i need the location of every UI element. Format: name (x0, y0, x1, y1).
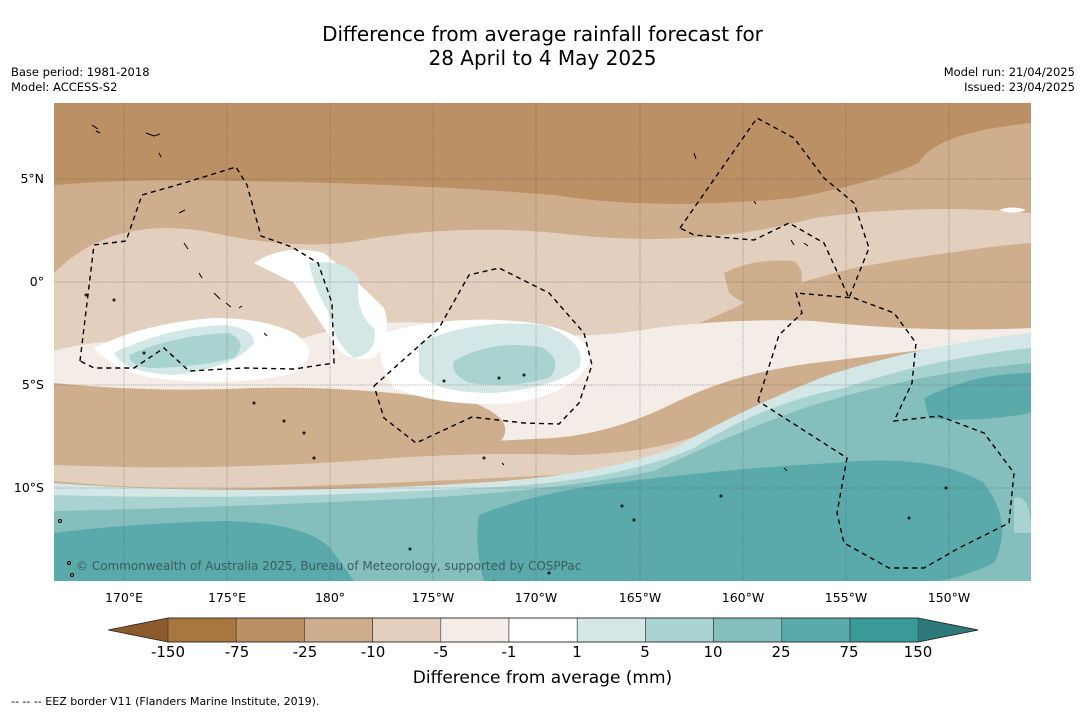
wet-patch-central (309, 262, 375, 358)
lon-label-175w: 175°W (411, 590, 455, 605)
colorbar-label: Difference from average (mm) (412, 668, 673, 688)
dry-white-spot (999, 207, 1026, 213)
rainfall-anomaly-map (54, 103, 1031, 581)
colorbar (107, 616, 979, 648)
colorbar-tick: 75 (839, 643, 859, 661)
lon-label-175e: 175°E (207, 590, 246, 605)
wet-patch-west-core (129, 333, 241, 368)
dry-band-north (54, 103, 1031, 204)
eez-kiribati-gilbert (79, 166, 335, 372)
issued-label: Issued: 23/04/2025 (964, 80, 1075, 94)
meta-left: Base period: 1981-2018 Model: ACCESS-S2 (11, 65, 150, 95)
colorbar-segment (304, 617, 373, 643)
dry-patch (724, 260, 802, 309)
wet-region-se-75-b (477, 460, 1002, 581)
model-run-label: Model run: 21/04/2025 (943, 65, 1075, 79)
colorbar-tick: 5 (640, 643, 650, 661)
lon-label-170e: 170°E (104, 590, 143, 605)
lon-label-165w: 165°W (618, 590, 662, 605)
colorbar-tick: -5 (433, 643, 449, 661)
lon-label-155w: 155°W (824, 590, 868, 605)
colorbar-segment (235, 617, 305, 643)
colorbar-over-arrow (918, 618, 979, 642)
eez-kiribati-phoenix (373, 267, 593, 444)
lon-label-180: 180° (314, 590, 346, 605)
copyright-notice: © Commonwealth of Australia 2025, Bureau… (76, 559, 582, 573)
eez-legend-note: -- -- -- EEZ border V11 (Flanders Marine… (11, 695, 320, 708)
colorbar-segment (713, 617, 783, 643)
colorbar-segment (576, 617, 646, 643)
colorbar-segment (508, 617, 578, 643)
colorbar-tick: 1 (572, 643, 582, 661)
eez-kiribati-line-north (679, 117, 870, 300)
colorbar-segment (440, 617, 510, 643)
colorbar-tick: 25 (771, 643, 791, 661)
wet-patch-far-east (1014, 497, 1031, 533)
lon-label-170w: 170°W (514, 590, 558, 605)
dry-band-south-2 (54, 403, 369, 474)
base-period-label: Base period: 1981-2018 (11, 65, 150, 79)
islands (58, 124, 948, 581)
colorbar-segment (645, 617, 714, 643)
graticule (54, 103, 1031, 581)
meta-right: Model run: 21/04/2025 Issued: 23/04/2025 (944, 65, 1075, 95)
wet-region-se-75-c (924, 373, 1031, 420)
colorbar-tick: -75 (224, 643, 250, 661)
colorbar-segment (781, 617, 851, 643)
colorbar-tick: -10 (360, 643, 386, 661)
wet-patch-center-east-core (453, 344, 556, 385)
lat-label-10s: 10°S (13, 480, 44, 495)
colorbar-tick: -25 (292, 643, 318, 661)
colorbar-under-arrow (108, 618, 168, 642)
eez-borders (79, 117, 1015, 569)
colorbar-tick: 10 (703, 643, 723, 661)
lat-label-5s: 5°S (21, 377, 44, 392)
colorbar-tick: 150 (903, 643, 933, 661)
title-line-2: 28 April to 4 May 2025 (428, 46, 657, 70)
colorbar-tick: -1 (501, 643, 517, 661)
title-line-1: Difference from average rainfall forecas… (322, 22, 763, 46)
colorbar-tick: -150 (150, 643, 186, 661)
light-dry-band (54, 209, 1031, 353)
dry-patch-east (842, 243, 1031, 328)
wet-region-se-75 (54, 521, 354, 581)
model-label: Model: ACCESS-S2 (11, 80, 118, 94)
lon-label-160w: 160°W (721, 590, 765, 605)
colorbar-segment (372, 617, 442, 643)
map-title: Difference from average rainfall forecas… (0, 22, 1085, 70)
lat-label-5n: 5°N (20, 171, 44, 186)
colorbar-segment (849, 617, 919, 643)
lon-label-150w: 150°W (927, 590, 971, 605)
lat-label-0: 0° (29, 274, 44, 289)
colorbar-segment (167, 617, 237, 643)
light-dry-strip (54, 433, 704, 489)
